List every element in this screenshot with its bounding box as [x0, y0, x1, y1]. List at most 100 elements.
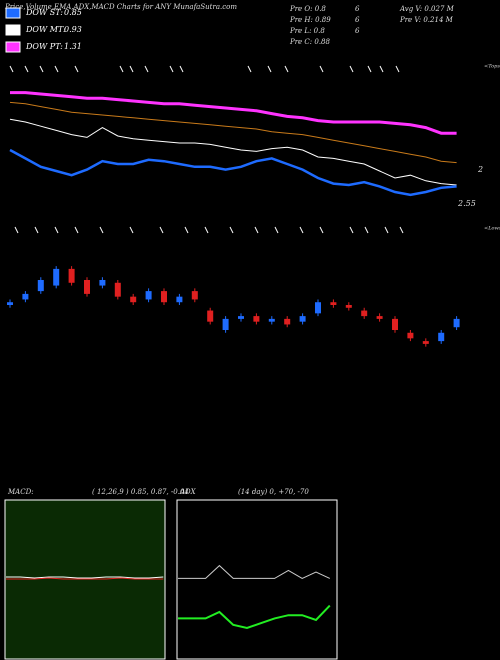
adx-line	[178, 604, 331, 630]
candle-body	[222, 318, 229, 330]
candle-body	[238, 316, 244, 319]
low-marker	[159, 226, 164, 234]
low-marker	[204, 226, 209, 234]
low-marker	[254, 226, 259, 234]
top-marker	[247, 65, 252, 73]
stat: Pre O: 0.8	[289, 5, 326, 13]
candle-body	[7, 302, 13, 305]
top-marker	[395, 65, 400, 73]
candle-body	[176, 296, 183, 303]
candle-body	[53, 268, 60, 286]
candle-body	[438, 332, 445, 342]
low-marker	[274, 226, 279, 234]
candle-body	[361, 310, 368, 317]
low-marker	[364, 226, 369, 234]
legend-label: DOW MT:	[25, 25, 66, 34]
stat: Pre L: 0.8	[289, 27, 325, 35]
stat: 6	[355, 5, 360, 13]
low-marker	[319, 226, 324, 234]
top-marker	[54, 65, 59, 73]
candle-body	[130, 296, 137, 303]
low-marker	[349, 226, 354, 234]
macd-title: MACD:	[7, 488, 34, 496]
legend-swatch	[5, 41, 21, 53]
candle-body	[315, 302, 321, 314]
low-marker	[34, 226, 39, 234]
candle-body	[191, 291, 198, 300]
candle-body	[253, 316, 260, 322]
top-marker	[179, 65, 184, 73]
low-marker	[229, 226, 234, 234]
top-marker	[119, 65, 124, 73]
candle-body	[392, 318, 398, 330]
macd-line	[6, 576, 164, 579]
top-marker	[144, 65, 149, 73]
candle-body	[376, 316, 383, 319]
candle-body	[207, 310, 214, 322]
candle-body	[161, 291, 167, 303]
low-marker	[14, 226, 19, 234]
chart-title: Price,Volume,EMA,ADX,MACD Charts for ANY…	[4, 3, 237, 11]
low-marker	[399, 226, 404, 234]
candle-body	[114, 282, 121, 297]
candle-body	[407, 332, 414, 339]
candle-body	[145, 291, 152, 300]
stat: 6	[355, 16, 360, 24]
stat: 6	[355, 27, 360, 35]
candle-body	[22, 293, 29, 300]
candle-body	[268, 318, 275, 322]
candle-body	[99, 280, 106, 286]
stat: Pre V: 0.214 M	[399, 16, 454, 24]
st-line	[9, 148, 457, 197]
pt-line	[10, 91, 457, 135]
low-marker	[384, 226, 389, 234]
side-label: <Tops	[484, 64, 500, 70]
adx-line	[178, 564, 331, 579]
adx-title: ADX	[179, 488, 197, 496]
top-marker	[24, 65, 29, 73]
legend-swatch	[5, 7, 21, 19]
candle-body	[84, 280, 90, 294]
legend-value: 1.31	[64, 42, 82, 51]
candle-body	[422, 341, 429, 344]
low-marker	[54, 226, 59, 234]
low-marker	[74, 226, 79, 234]
top-marker	[9, 65, 14, 73]
side-label: 2	[477, 165, 483, 174]
top-marker	[267, 65, 272, 73]
top-marker	[379, 65, 384, 73]
candle-body	[284, 318, 291, 325]
legend-label: DOW ST:	[25, 8, 63, 17]
candle-body	[37, 280, 44, 292]
macd-line	[6, 577, 164, 580]
low-marker	[129, 226, 134, 234]
top-marker	[367, 65, 372, 73]
candle-body	[299, 316, 306, 322]
candle-body	[330, 302, 337, 305]
legend-value: 0.93	[64, 25, 82, 34]
macd-params: ( 12,26,9 ) 0.85, 0.87, -0.04	[92, 488, 189, 496]
ema-line	[9, 101, 457, 164]
low-marker	[184, 226, 189, 234]
mt-line	[9, 118, 457, 186]
top-marker	[284, 65, 289, 73]
top-marker	[349, 65, 354, 73]
candle-body	[68, 268, 75, 283]
adx-params: (14 day) 0, +70, -70	[238, 488, 309, 496]
legend-value: 0.85	[64, 8, 82, 17]
adx-panel	[176, 499, 338, 660]
top-marker	[129, 65, 134, 73]
stat: Pre C: 0.88	[289, 38, 330, 46]
low-marker	[99, 226, 104, 234]
top-marker	[319, 65, 324, 73]
legend-label: DOW PT:	[25, 42, 63, 51]
low-marker	[299, 226, 304, 234]
candle-body	[345, 305, 352, 308]
legend-swatch	[5, 24, 21, 36]
top-marker	[169, 65, 174, 73]
side-label: <Lows	[484, 226, 500, 232]
stat: Avg V: 0.027 M	[399, 5, 455, 13]
stat: Pre H: 0.89	[289, 16, 331, 24]
